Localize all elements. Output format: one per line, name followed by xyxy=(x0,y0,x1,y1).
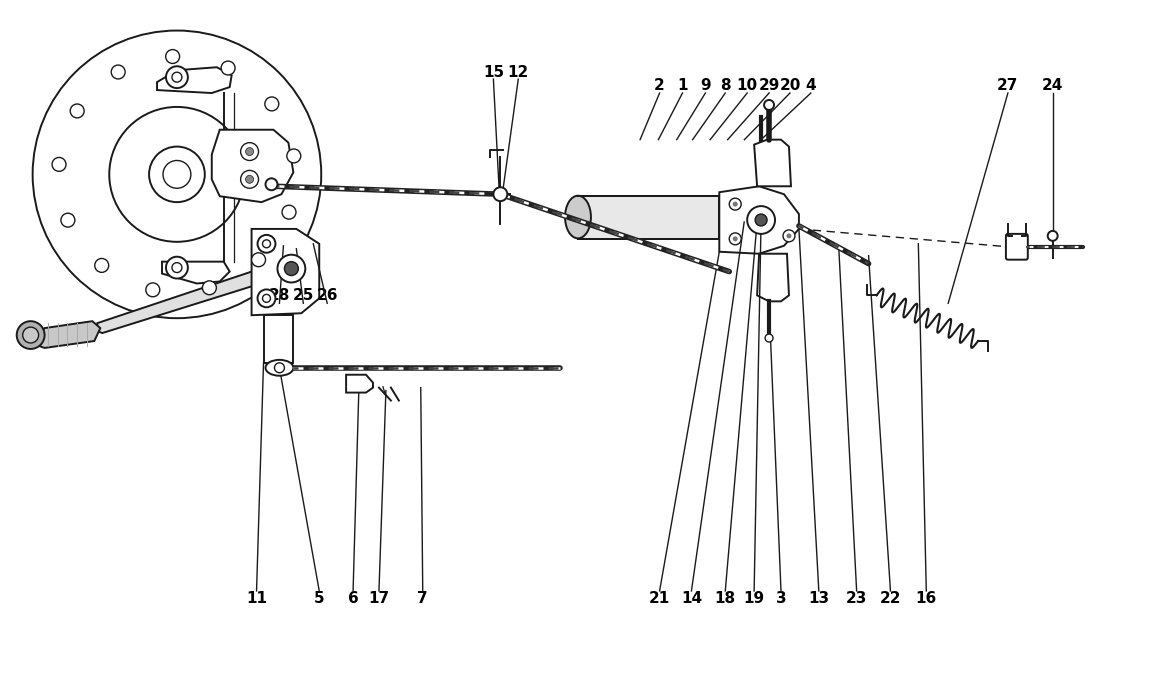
Text: 7: 7 xyxy=(417,591,428,607)
Text: 25: 25 xyxy=(292,288,314,303)
Circle shape xyxy=(729,233,742,245)
Circle shape xyxy=(277,255,305,283)
Text: 27: 27 xyxy=(997,78,1019,93)
Text: 28: 28 xyxy=(269,288,290,303)
Circle shape xyxy=(23,327,39,343)
Circle shape xyxy=(783,230,795,242)
Text: 3: 3 xyxy=(776,591,787,607)
Text: 26: 26 xyxy=(316,288,338,303)
Polygon shape xyxy=(757,253,789,301)
Text: 20: 20 xyxy=(780,78,800,93)
Text: 15: 15 xyxy=(483,65,504,80)
Circle shape xyxy=(748,206,775,234)
Circle shape xyxy=(733,201,737,206)
Ellipse shape xyxy=(266,360,293,376)
Text: 2: 2 xyxy=(654,78,665,93)
Circle shape xyxy=(764,100,774,110)
Circle shape xyxy=(70,104,84,118)
Polygon shape xyxy=(212,130,293,202)
Ellipse shape xyxy=(565,196,591,238)
Text: 13: 13 xyxy=(808,591,829,607)
Circle shape xyxy=(787,234,791,238)
Text: 19: 19 xyxy=(744,591,765,607)
Circle shape xyxy=(733,236,737,241)
Circle shape xyxy=(221,61,235,75)
FancyBboxPatch shape xyxy=(1006,234,1028,260)
Circle shape xyxy=(202,281,216,295)
Circle shape xyxy=(52,158,66,171)
Circle shape xyxy=(246,176,253,183)
Circle shape xyxy=(258,235,276,253)
Circle shape xyxy=(266,178,277,191)
Text: 22: 22 xyxy=(880,591,902,607)
Circle shape xyxy=(264,97,278,111)
Polygon shape xyxy=(754,139,791,186)
Polygon shape xyxy=(346,375,373,393)
Circle shape xyxy=(112,65,125,79)
Circle shape xyxy=(17,321,45,349)
Text: 12: 12 xyxy=(507,65,529,80)
Polygon shape xyxy=(578,196,719,239)
Circle shape xyxy=(94,258,109,273)
Text: 14: 14 xyxy=(681,591,702,607)
Text: 21: 21 xyxy=(649,591,670,607)
Text: 9: 9 xyxy=(700,78,711,93)
Text: 10: 10 xyxy=(737,78,758,93)
Text: 1: 1 xyxy=(677,78,688,93)
Circle shape xyxy=(166,66,187,88)
Polygon shape xyxy=(158,67,231,93)
Circle shape xyxy=(246,148,253,156)
Polygon shape xyxy=(263,316,293,363)
Text: 11: 11 xyxy=(246,591,267,607)
Polygon shape xyxy=(719,186,799,253)
Circle shape xyxy=(756,214,767,226)
Circle shape xyxy=(258,290,276,307)
Circle shape xyxy=(286,149,301,163)
Polygon shape xyxy=(98,266,276,333)
Circle shape xyxy=(252,253,266,266)
Polygon shape xyxy=(31,321,100,348)
Circle shape xyxy=(493,187,507,201)
Circle shape xyxy=(240,170,259,189)
Circle shape xyxy=(146,283,160,297)
Circle shape xyxy=(729,198,742,210)
Circle shape xyxy=(765,334,773,342)
Text: 5: 5 xyxy=(314,591,324,607)
Text: 16: 16 xyxy=(915,591,937,607)
Polygon shape xyxy=(162,262,230,283)
Circle shape xyxy=(284,262,298,275)
Text: 6: 6 xyxy=(347,591,359,607)
Circle shape xyxy=(61,213,75,227)
Circle shape xyxy=(282,205,296,219)
Text: 23: 23 xyxy=(846,591,867,607)
Circle shape xyxy=(240,143,259,161)
Text: 24: 24 xyxy=(1042,78,1064,93)
Polygon shape xyxy=(252,229,320,316)
Circle shape xyxy=(150,147,205,202)
Text: 8: 8 xyxy=(720,78,730,93)
Circle shape xyxy=(166,50,179,64)
Text: 18: 18 xyxy=(714,591,736,607)
Circle shape xyxy=(1048,231,1058,241)
Circle shape xyxy=(166,257,187,279)
Text: 29: 29 xyxy=(758,78,780,93)
Text: 17: 17 xyxy=(368,591,390,607)
Text: 4: 4 xyxy=(805,78,816,93)
